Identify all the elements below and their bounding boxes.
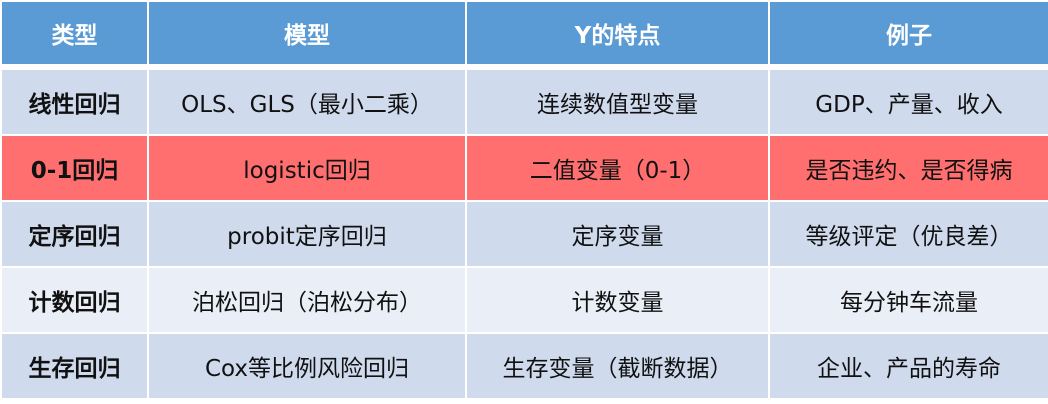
cell-y: 二值变量（0-1） bbox=[465, 134, 770, 202]
header-example: 例子 bbox=[768, 0, 1048, 70]
header-type: 类型 bbox=[0, 0, 149, 70]
cell-y: 生存变量（截断数据） bbox=[465, 332, 770, 400]
table-row: 生存回归 Cox等比例风险回归 生存变量（截断数据） 企业、产品的寿命 bbox=[0, 332, 1048, 400]
cell-example: 每分钟车流量 bbox=[768, 266, 1048, 334]
table-row: 线性回归 OLS、GLS（最小二乘） 连续数值型变量 GDP、产量、收入 bbox=[0, 66, 1048, 136]
cell-example: 是否违约、是否得病 bbox=[768, 134, 1048, 202]
cell-type: 计数回归 bbox=[0, 266, 149, 334]
cell-model: Cox等比例风险回归 bbox=[147, 332, 467, 400]
table-row-highlighted: 0-1回归 logistic回归 二值变量（0-1） 是否违约、是否得病 bbox=[0, 134, 1048, 202]
cell-model: OLS、GLS（最小二乘） bbox=[147, 66, 467, 136]
header-model: 模型 bbox=[147, 0, 467, 70]
table-row: 计数回归 泊松回归（泊松分布） 计数变量 每分钟车流量 bbox=[0, 266, 1048, 334]
cell-type: 线性回归 bbox=[0, 66, 149, 136]
cell-y: 连续数值型变量 bbox=[465, 66, 770, 136]
header-row: 类型 模型 Y的特点 例子 bbox=[0, 0, 1048, 70]
header-y: Y的特点 bbox=[465, 0, 770, 70]
cell-example: GDP、产量、收入 bbox=[768, 66, 1048, 136]
cell-type: 0-1回归 bbox=[0, 134, 149, 202]
cell-model: logistic回归 bbox=[147, 134, 467, 202]
cell-y: 计数变量 bbox=[465, 266, 770, 334]
cell-model: 泊松回归（泊松分布） bbox=[147, 266, 467, 334]
table-row: 定序回归 probit定序回归 定序变量 等级评定（优良差） bbox=[0, 200, 1048, 268]
cell-type: 生存回归 bbox=[0, 332, 149, 400]
cell-model: probit定序回归 bbox=[147, 200, 467, 268]
cell-example: 企业、产品的寿命 bbox=[768, 332, 1048, 400]
cell-type: 定序回归 bbox=[0, 200, 149, 268]
cell-example: 等级评定（优良差） bbox=[768, 200, 1048, 268]
cell-y: 定序变量 bbox=[465, 200, 770, 268]
